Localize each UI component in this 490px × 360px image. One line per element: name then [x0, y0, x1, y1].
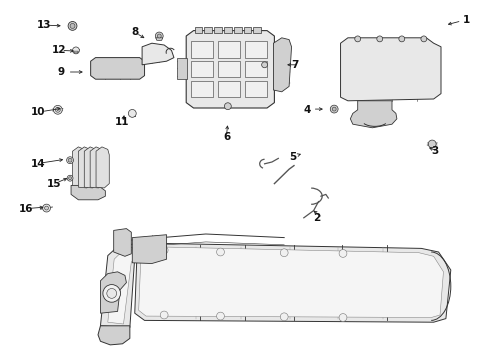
Circle shape	[107, 288, 117, 298]
Circle shape	[157, 34, 161, 38]
Circle shape	[53, 105, 62, 114]
Circle shape	[224, 103, 231, 110]
Bar	[177, 58, 187, 79]
Bar	[245, 41, 267, 58]
Polygon shape	[91, 58, 145, 79]
Circle shape	[262, 62, 268, 68]
Bar	[191, 61, 213, 77]
Circle shape	[339, 314, 347, 321]
Circle shape	[67, 157, 74, 164]
Circle shape	[377, 36, 383, 42]
Circle shape	[68, 22, 77, 30]
Polygon shape	[71, 185, 105, 200]
Bar	[245, 61, 267, 77]
Bar	[224, 27, 232, 33]
Text: 12: 12	[51, 45, 66, 55]
Circle shape	[280, 249, 288, 257]
Bar	[218, 81, 240, 97]
Text: 10: 10	[30, 107, 45, 117]
Bar	[245, 81, 267, 97]
Text: 8: 8	[131, 27, 139, 37]
Polygon shape	[74, 51, 78, 53]
Circle shape	[399, 36, 405, 42]
Circle shape	[339, 249, 347, 257]
Text: 14: 14	[30, 159, 45, 169]
Polygon shape	[142, 43, 174, 65]
Circle shape	[43, 204, 50, 212]
Text: 13: 13	[37, 20, 51, 30]
Circle shape	[67, 175, 73, 181]
Polygon shape	[139, 247, 443, 318]
Circle shape	[280, 313, 288, 321]
Bar	[244, 27, 251, 33]
Polygon shape	[108, 249, 140, 324]
Text: 1: 1	[463, 15, 470, 25]
Circle shape	[330, 105, 338, 113]
Circle shape	[69, 177, 72, 180]
Circle shape	[70, 23, 75, 28]
Polygon shape	[73, 147, 86, 188]
Bar	[234, 27, 242, 33]
Circle shape	[421, 36, 427, 42]
Text: 4: 4	[304, 105, 311, 115]
Text: 7: 7	[292, 60, 299, 70]
Circle shape	[160, 246, 168, 254]
Bar	[214, 27, 222, 33]
Polygon shape	[84, 147, 98, 188]
Circle shape	[128, 109, 136, 117]
Polygon shape	[98, 326, 130, 345]
Circle shape	[428, 140, 436, 148]
Circle shape	[55, 107, 60, 112]
Polygon shape	[100, 243, 145, 328]
Polygon shape	[114, 229, 131, 256]
Circle shape	[73, 47, 79, 54]
Circle shape	[68, 158, 72, 162]
Text: 15: 15	[47, 179, 61, 189]
Polygon shape	[90, 147, 103, 188]
Text: 2: 2	[314, 213, 321, 223]
Text: 16: 16	[19, 204, 33, 214]
Circle shape	[103, 284, 121, 302]
Circle shape	[155, 32, 163, 40]
Polygon shape	[350, 101, 397, 128]
Text: 11: 11	[115, 117, 130, 127]
Polygon shape	[156, 38, 163, 40]
Polygon shape	[341, 38, 441, 101]
Circle shape	[217, 248, 224, 256]
Text: 5: 5	[289, 152, 296, 162]
Text: 6: 6	[223, 132, 230, 142]
Circle shape	[332, 107, 336, 111]
Polygon shape	[96, 147, 109, 188]
Circle shape	[217, 312, 224, 320]
Polygon shape	[273, 38, 292, 92]
Bar	[204, 27, 212, 33]
Circle shape	[355, 36, 361, 42]
Bar	[253, 27, 261, 33]
Bar	[191, 81, 213, 97]
Bar	[195, 27, 202, 33]
Circle shape	[45, 206, 49, 210]
Circle shape	[160, 311, 168, 319]
Text: 3: 3	[431, 146, 439, 156]
Text: 9: 9	[58, 67, 65, 77]
Bar	[218, 61, 240, 77]
Polygon shape	[132, 235, 167, 264]
Polygon shape	[78, 147, 92, 188]
Polygon shape	[186, 31, 274, 108]
Polygon shape	[135, 243, 451, 322]
Polygon shape	[100, 272, 126, 313]
Bar	[218, 41, 240, 58]
Bar	[191, 41, 213, 58]
